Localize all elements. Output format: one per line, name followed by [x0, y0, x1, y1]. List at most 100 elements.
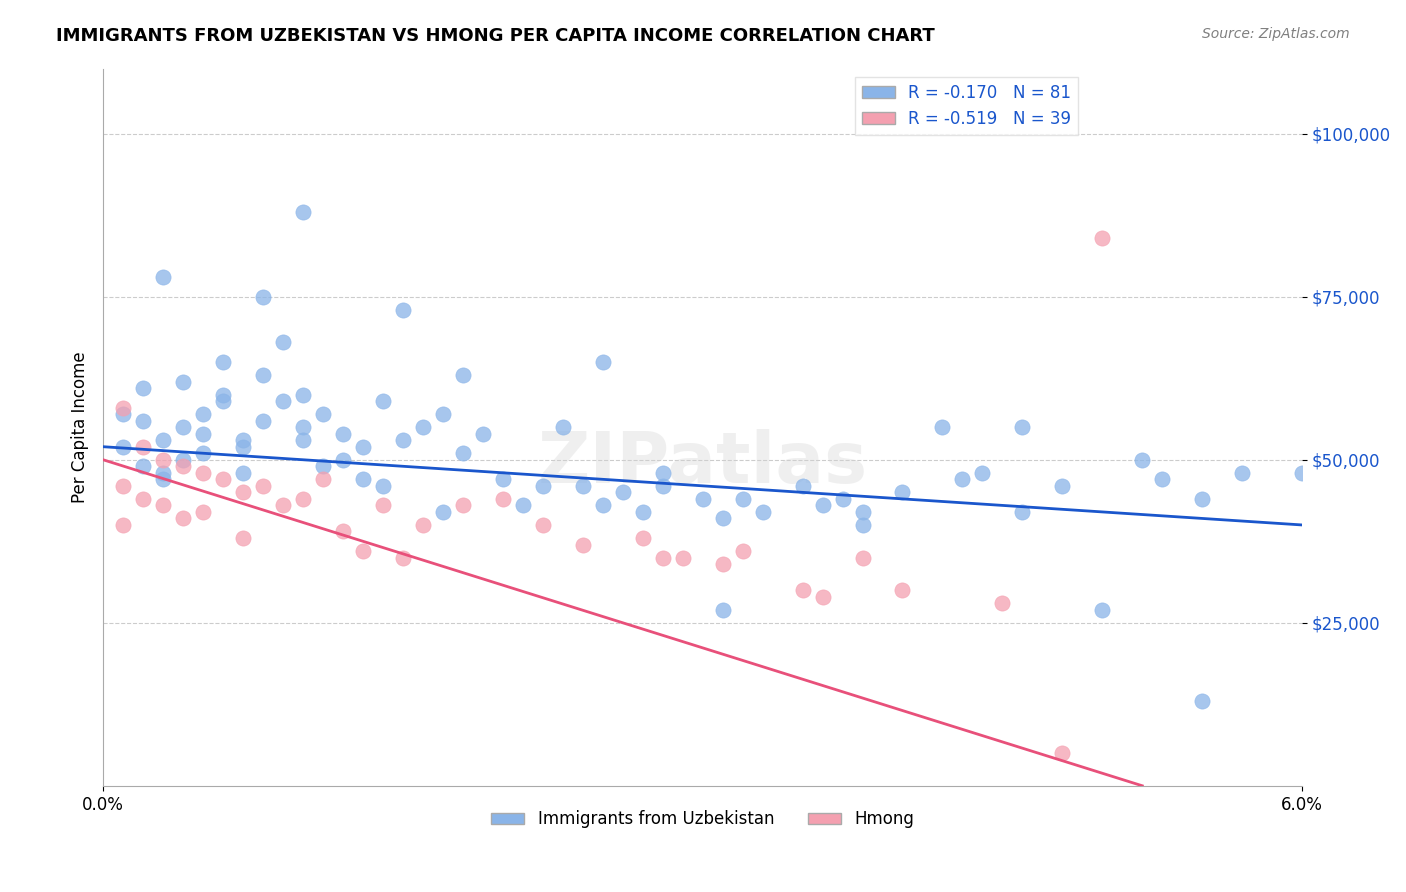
Point	[271, 499, 294, 513]
Point	[731, 544, 754, 558]
Legend: Immigrants from Uzbekistan, Hmong: Immigrants from Uzbekistan, Hmong	[485, 804, 921, 835]
Point	[252, 479, 274, 493]
Text: ZIPatlas: ZIPatlas	[537, 428, 868, 498]
Point	[851, 505, 873, 519]
Point	[1232, 466, 1254, 480]
Point	[412, 518, 434, 533]
Point	[851, 518, 873, 533]
Point	[371, 394, 394, 409]
Point	[751, 505, 773, 519]
Point	[112, 518, 135, 533]
Point	[891, 583, 914, 598]
Point	[451, 368, 474, 382]
Point	[792, 479, 814, 493]
Point	[232, 440, 254, 454]
Point	[1191, 694, 1213, 708]
Point	[191, 466, 214, 480]
Point	[172, 452, 194, 467]
Point	[1011, 420, 1033, 434]
Point	[651, 479, 673, 493]
Point	[212, 394, 235, 409]
Point	[172, 511, 194, 525]
Point	[412, 420, 434, 434]
Point	[152, 270, 174, 285]
Point	[332, 426, 354, 441]
Point	[232, 531, 254, 545]
Point	[672, 550, 695, 565]
Point	[212, 355, 235, 369]
Point	[132, 491, 155, 506]
Point	[112, 401, 135, 415]
Point	[271, 394, 294, 409]
Point	[191, 446, 214, 460]
Point	[132, 381, 155, 395]
Point	[152, 472, 174, 486]
Point	[291, 491, 314, 506]
Point	[731, 491, 754, 506]
Point	[232, 485, 254, 500]
Point	[212, 472, 235, 486]
Text: IMMIGRANTS FROM UZBEKISTAN VS HMONG PER CAPITA INCOME CORRELATION CHART: IMMIGRANTS FROM UZBEKISTAN VS HMONG PER …	[56, 27, 935, 45]
Point	[451, 446, 474, 460]
Point	[831, 491, 853, 506]
Point	[531, 479, 554, 493]
Point	[592, 499, 614, 513]
Point	[1091, 231, 1114, 245]
Point	[471, 426, 494, 441]
Point	[172, 375, 194, 389]
Point	[651, 466, 673, 480]
Point	[312, 472, 335, 486]
Point	[432, 505, 454, 519]
Point	[352, 440, 374, 454]
Point	[371, 499, 394, 513]
Point	[352, 472, 374, 486]
Point	[232, 433, 254, 447]
Point	[191, 505, 214, 519]
Point	[692, 491, 714, 506]
Point	[1052, 479, 1074, 493]
Point	[492, 491, 515, 506]
Y-axis label: Per Capita Income: Per Capita Income	[72, 351, 89, 503]
Point	[191, 426, 214, 441]
Point	[271, 335, 294, 350]
Point	[291, 433, 314, 447]
Point	[531, 518, 554, 533]
Point	[631, 531, 654, 545]
Point	[651, 550, 673, 565]
Point	[152, 466, 174, 480]
Point	[571, 537, 593, 551]
Point	[172, 420, 194, 434]
Point	[112, 440, 135, 454]
Point	[112, 479, 135, 493]
Point	[991, 596, 1014, 610]
Point	[172, 459, 194, 474]
Point	[371, 479, 394, 493]
Point	[152, 499, 174, 513]
Point	[492, 472, 515, 486]
Point	[332, 524, 354, 539]
Point	[512, 499, 534, 513]
Point	[551, 420, 574, 434]
Point	[332, 452, 354, 467]
Point	[291, 387, 314, 401]
Point	[1191, 491, 1213, 506]
Point	[132, 440, 155, 454]
Point	[132, 459, 155, 474]
Point	[931, 420, 953, 434]
Point	[191, 407, 214, 421]
Point	[851, 550, 873, 565]
Point	[711, 603, 734, 617]
Point	[612, 485, 634, 500]
Point	[392, 302, 415, 317]
Point	[132, 414, 155, 428]
Point	[352, 544, 374, 558]
Point	[592, 355, 614, 369]
Point	[711, 557, 734, 571]
Point	[152, 452, 174, 467]
Point	[232, 466, 254, 480]
Point	[112, 407, 135, 421]
Point	[392, 550, 415, 565]
Point	[792, 583, 814, 598]
Point	[451, 499, 474, 513]
Point	[711, 511, 734, 525]
